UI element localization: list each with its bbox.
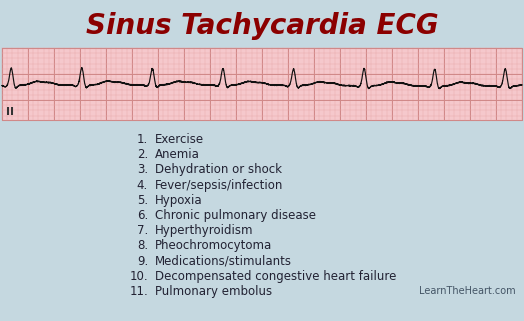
Text: 5.: 5. <box>137 194 148 207</box>
Text: Pheochromocytoma: Pheochromocytoma <box>155 239 272 252</box>
Text: 7.: 7. <box>137 224 148 237</box>
Text: 9.: 9. <box>137 255 148 268</box>
Text: 4.: 4. <box>137 178 148 192</box>
Text: 2.: 2. <box>137 148 148 161</box>
Text: Fever/sepsis/infection: Fever/sepsis/infection <box>155 178 283 192</box>
Text: 10.: 10. <box>129 270 148 283</box>
Bar <box>2 48 522 120</box>
Text: 11.: 11. <box>129 285 148 298</box>
Text: Anemia: Anemia <box>155 148 200 161</box>
Text: 1.: 1. <box>137 133 148 146</box>
Text: Dehydration or shock: Dehydration or shock <box>155 163 282 177</box>
Text: Pulmonary embolus: Pulmonary embolus <box>155 285 272 298</box>
Text: Medications/stimulants: Medications/stimulants <box>155 255 292 268</box>
Text: LearnTheHeart.com: LearnTheHeart.com <box>419 286 516 296</box>
Text: Chronic pulmonary disease: Chronic pulmonary disease <box>155 209 316 222</box>
Text: Sinus Tachycardia ECG: Sinus Tachycardia ECG <box>86 12 438 40</box>
Text: II: II <box>6 107 14 117</box>
Text: 6.: 6. <box>137 209 148 222</box>
Text: Hypoxia: Hypoxia <box>155 194 203 207</box>
Text: 8.: 8. <box>137 239 148 252</box>
Text: Exercise: Exercise <box>155 133 204 146</box>
Text: 3.: 3. <box>137 163 148 177</box>
Text: Hyperthyroidism: Hyperthyroidism <box>155 224 254 237</box>
Text: Decompensated congestive heart failure: Decompensated congestive heart failure <box>155 270 396 283</box>
